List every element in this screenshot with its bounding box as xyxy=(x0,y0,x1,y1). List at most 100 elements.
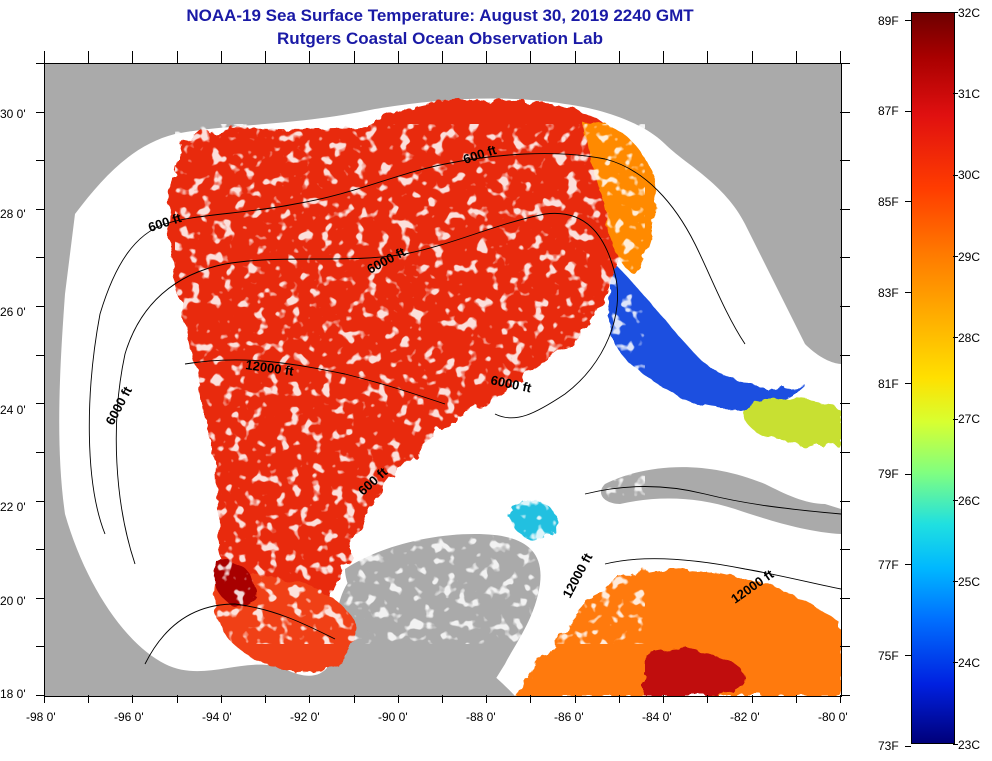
lat-tick xyxy=(840,452,850,453)
lat-tick xyxy=(840,306,850,307)
lon-tick xyxy=(177,695,178,703)
lon-tick xyxy=(44,51,45,63)
lon-tick xyxy=(354,695,355,703)
sst-map-canvas: 600 ft 600 ft 6000 ft 12000 ft 6000 ft 6… xyxy=(59,64,841,696)
cuba-land xyxy=(600,467,841,534)
lat-tick xyxy=(36,549,44,550)
sst-caribbean-hot xyxy=(645,648,745,696)
contour-6000ft xyxy=(115,212,618,565)
lon-tick xyxy=(177,51,178,63)
contour-label: 12000 ft xyxy=(245,357,296,379)
lat-tick xyxy=(36,112,44,113)
lat-label: 18 0' xyxy=(0,687,26,701)
colorbar-c-tick xyxy=(953,662,958,663)
lat-tick xyxy=(840,403,850,404)
lon-tick xyxy=(309,51,310,63)
lat-label: 28 0' xyxy=(0,207,26,221)
lon-tick xyxy=(575,695,576,703)
lat-tick xyxy=(840,695,850,696)
sst-cool-fringe-east xyxy=(607,264,805,411)
lat-tick xyxy=(36,598,44,599)
lon-label: -96 0' xyxy=(114,710,144,724)
lat-tick xyxy=(36,452,44,453)
lat-tick xyxy=(840,501,850,502)
colorbar-c-tick xyxy=(953,93,958,94)
colorbar-c-tick xyxy=(953,744,958,745)
lat-tick xyxy=(840,112,850,113)
contour-12000ft xyxy=(184,359,446,405)
lon-tick xyxy=(354,51,355,63)
temperature-colorbar xyxy=(911,12,955,744)
lat-tick xyxy=(840,549,850,550)
lon-label: -80 0' xyxy=(818,710,848,724)
colorbar-f-tick xyxy=(905,292,911,293)
colorbar-f-tick xyxy=(905,111,911,112)
colorbar-c-tick xyxy=(953,12,958,13)
lon-tick xyxy=(221,695,222,703)
colorbar-c-label: 27C xyxy=(958,412,981,426)
lat-label: 22 0' xyxy=(0,500,26,514)
lat-tick xyxy=(36,646,44,647)
colorbar-c-label: 32C xyxy=(958,6,981,20)
lat-label: 30 0' xyxy=(0,107,26,121)
colorbar-f-label: 77F xyxy=(878,558,899,572)
lon-tick xyxy=(265,51,266,63)
lat-tick xyxy=(36,63,44,64)
lon-label: -88 0' xyxy=(466,710,496,724)
lat-tick xyxy=(840,598,850,599)
colorbar-c-label: 25C xyxy=(958,575,981,589)
lon-tick xyxy=(619,51,620,63)
lat-tick xyxy=(840,355,850,356)
contour-600ft xyxy=(88,153,746,535)
lon-tick xyxy=(88,695,89,703)
lon-tick xyxy=(442,51,443,63)
lon-tick xyxy=(265,695,266,703)
lat-tick xyxy=(36,695,44,696)
lon-tick xyxy=(132,695,133,703)
colorbar-c-label: 28C xyxy=(958,331,981,345)
map-subtitle: Rutgers Coastal Ocean Observation Lab xyxy=(277,29,603,48)
colorbar-f-label: 83F xyxy=(878,286,899,300)
lon-tick xyxy=(309,695,310,703)
lon-label: -98 0' xyxy=(26,710,56,724)
contour-shelf xyxy=(144,603,336,665)
lon-tick xyxy=(752,695,753,703)
lon-tick xyxy=(398,51,399,63)
colorbar-f-tick xyxy=(905,201,911,202)
lat-tick xyxy=(840,160,850,161)
lat-tick xyxy=(36,501,44,502)
colorbar-f-label: 87F xyxy=(878,104,899,118)
colorbar-c-label: 23C xyxy=(958,738,981,752)
lon-tick xyxy=(575,51,576,63)
lon-tick xyxy=(663,51,664,63)
lon-tick xyxy=(530,51,531,63)
colorbar-f-label: 73F xyxy=(878,739,899,753)
lon-tick xyxy=(442,695,443,703)
lon-tick xyxy=(486,51,487,63)
lon-tick xyxy=(796,695,797,703)
lon-tick xyxy=(796,51,797,63)
lon-tick xyxy=(398,695,399,703)
lat-label: 20 0' xyxy=(0,594,26,608)
lon-tick xyxy=(707,51,708,63)
lat-tick xyxy=(36,160,44,161)
lat-label: 26 0' xyxy=(0,305,26,319)
colorbar-c-label: 29C xyxy=(958,250,981,264)
lat-tick xyxy=(36,257,44,258)
lat-tick xyxy=(36,209,44,210)
colorbar-c-label: 31C xyxy=(958,87,981,101)
lat-label: 24 0' xyxy=(0,403,26,417)
lat-tick xyxy=(36,355,44,356)
colorbar-f-label: 85F xyxy=(878,195,899,209)
lon-tick xyxy=(486,695,487,703)
contour-caribbean-12000ft xyxy=(604,558,841,590)
lat-tick xyxy=(840,209,850,210)
lat-tick xyxy=(840,646,850,647)
colorbar-c-label: 30C xyxy=(958,168,981,182)
florida-land xyxy=(725,64,841,364)
lon-tick xyxy=(530,695,531,703)
colorbar-f-label: 75F xyxy=(878,649,899,663)
contour-cuba-shelf xyxy=(584,486,841,515)
colorbar-c-tick xyxy=(953,337,958,338)
colorbar-f-tick xyxy=(905,20,911,21)
